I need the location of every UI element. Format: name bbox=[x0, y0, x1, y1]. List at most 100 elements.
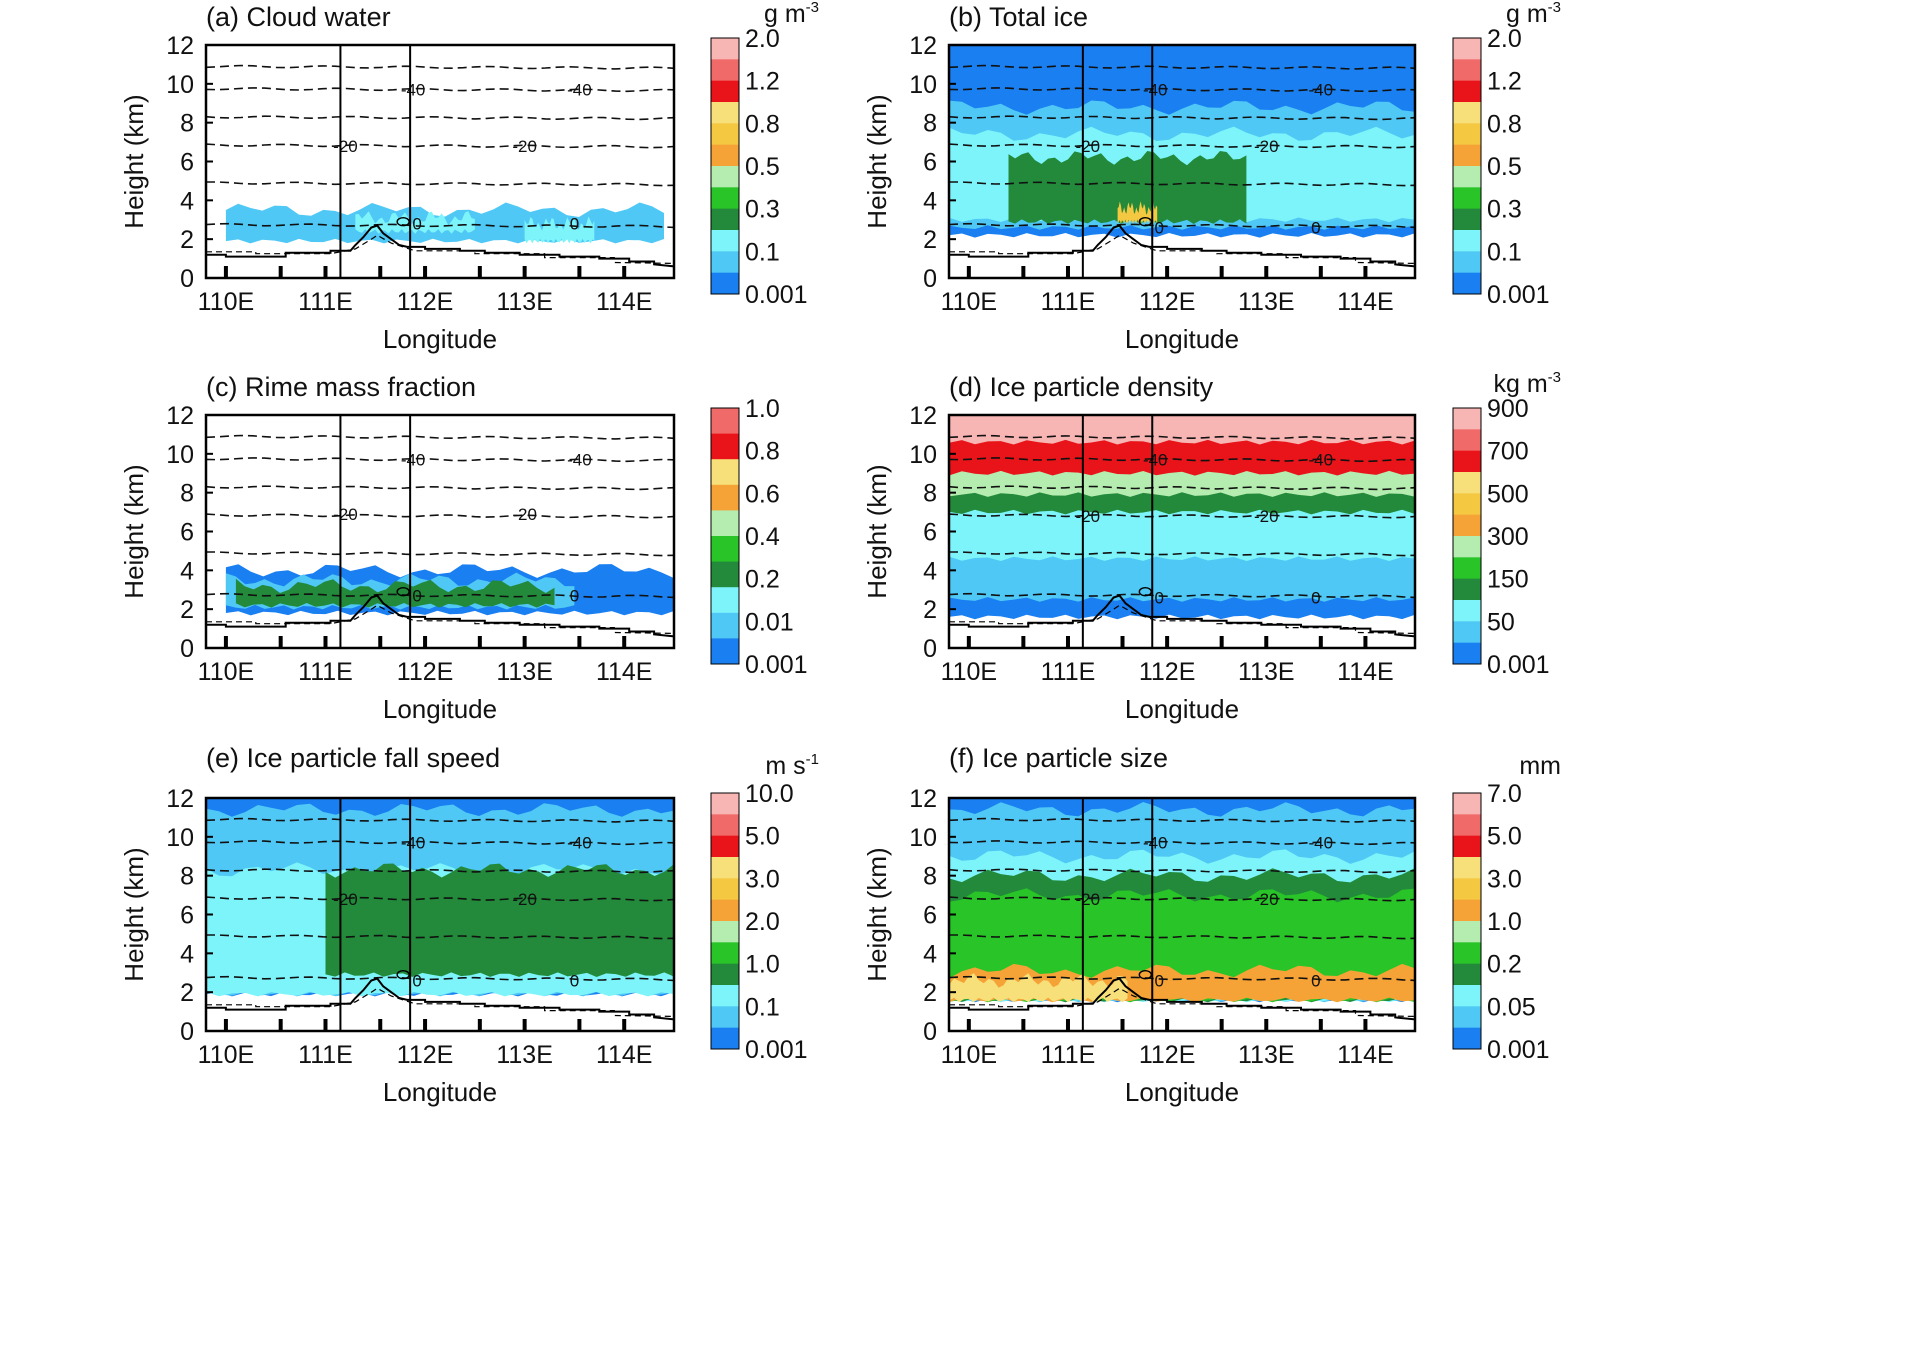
units-base: g m bbox=[764, 0, 806, 28]
isotherm-line bbox=[206, 115, 674, 121]
colorbar: 1.0 0.8 0.6 0.4 0.2 0.01 0.001 bbox=[710, 395, 808, 679]
terrain-line bbox=[949, 224, 1415, 268]
isotherm-label: 0 bbox=[1311, 219, 1320, 238]
isotherm-label: 0 bbox=[1154, 589, 1163, 608]
colorbar-swatch bbox=[711, 985, 739, 1007]
colorbar-swatch bbox=[711, 187, 739, 210]
y-tick-label: 12 bbox=[166, 402, 194, 430]
colorbar-units: mm bbox=[1519, 752, 1561, 780]
y-tick-label: 10 bbox=[909, 824, 937, 852]
isotherm-line bbox=[949, 934, 1415, 940]
colorbar-swatch bbox=[1453, 793, 1481, 815]
colorbar-swatch bbox=[1453, 557, 1481, 580]
colorbar-tick-label: 1.2 bbox=[1487, 68, 1522, 96]
x-tick-label: 114E bbox=[1337, 288, 1394, 316]
terrain-line bbox=[206, 594, 674, 638]
y-tick-label: 4 bbox=[180, 187, 194, 215]
isotherm-label: 0 bbox=[570, 587, 579, 606]
y-tick-label: 2 bbox=[923, 979, 937, 1007]
colorbar-swatch bbox=[711, 459, 739, 486]
colorbar-swatch bbox=[1453, 600, 1481, 622]
y-tick-label: 0 bbox=[180, 635, 194, 663]
isotherm-label: 0 bbox=[412, 215, 421, 234]
isotherm-label: -40 bbox=[1143, 834, 1168, 853]
colorbar-swatch bbox=[711, 1006, 739, 1029]
plot-area: 0 0 -20 -20 -40 -40 bbox=[206, 434, 674, 638]
station-tick bbox=[1120, 636, 1125, 648]
plot-area: 0 0 -20 -20 -40 -40 bbox=[949, 45, 1415, 268]
colorbar-swatch bbox=[1453, 123, 1481, 146]
isotherm-line bbox=[949, 817, 1415, 823]
colorbar-frame bbox=[1452, 37, 1482, 295]
x-tick-label: 114E bbox=[1337, 658, 1394, 686]
colorbar-units: g m-3 bbox=[1506, 0, 1561, 28]
y-tick-label: 12 bbox=[909, 402, 937, 430]
y-tick-label: 0 bbox=[923, 265, 937, 293]
colorbar-tick-label: 0.001 bbox=[745, 651, 808, 679]
isotherm-line bbox=[206, 143, 674, 149]
y-tick-label: 6 bbox=[923, 519, 937, 547]
colorbar-tick-label: 3.0 bbox=[745, 865, 780, 893]
terrain-line bbox=[949, 234, 1415, 264]
colorbar-tick-label: 0.3 bbox=[1487, 196, 1522, 224]
y-tick-label: 4 bbox=[180, 557, 194, 585]
plot-area: 0 0 -20 -20 -40 -40 bbox=[206, 798, 674, 1021]
colorbar-frame bbox=[1452, 407, 1482, 665]
isotherm-label: -20 bbox=[1076, 137, 1101, 156]
isotherm-label: -20 bbox=[1254, 890, 1279, 909]
panel-b: (b) Total ice 0 0 -20 -20 -40 -40 0 2 4 6 8 10 12 110E… bbox=[862, 0, 1561, 354]
colorbar-tick-label: 0.8 bbox=[745, 438, 780, 466]
isotherm-label: 0 bbox=[1154, 972, 1163, 991]
panel-title: (e) Ice particle fall speed bbox=[206, 743, 500, 773]
isotherm-label: -20 bbox=[333, 137, 358, 156]
x-tick-label: 114E bbox=[596, 288, 653, 316]
colorbar-frame bbox=[710, 37, 740, 295]
colorbar-swatch bbox=[1453, 493, 1481, 516]
station-tick bbox=[1318, 636, 1323, 648]
colorbar-tick-label: 7.0 bbox=[1487, 780, 1522, 808]
x-axis-label: Longitude bbox=[383, 324, 497, 354]
x-tick-label: 112E bbox=[397, 658, 454, 686]
contour-band bbox=[325, 863, 674, 977]
y-tick-label: 10 bbox=[166, 441, 194, 469]
panel-c: (c) Rime mass fraction 0 0 -20 -20 -40 -40 0 2 4 6… bbox=[119, 372, 808, 724]
x-axis-label: Longitude bbox=[1125, 324, 1239, 354]
colorbar-tick-label: 0.6 bbox=[745, 480, 780, 508]
x-tick-label: 110E bbox=[941, 1041, 998, 1069]
y-axis-label: Height (km) bbox=[862, 94, 892, 228]
isotherm-line bbox=[949, 115, 1415, 121]
isotherm-line bbox=[949, 896, 1415, 902]
x-axis-label: Longitude bbox=[1125, 694, 1239, 724]
station-tick bbox=[477, 266, 482, 278]
colorbar-swatch bbox=[711, 433, 739, 460]
colorbar: 7.0 5.0 3.0 1.0 0.2 0.05 0.001 mm bbox=[1452, 752, 1561, 1064]
station-tick bbox=[378, 266, 383, 278]
y-axis-label: Height (km) bbox=[862, 847, 892, 981]
colorbar-tick-label: 2.0 bbox=[1487, 25, 1522, 53]
colorbar-units: kg m-3 bbox=[1493, 369, 1561, 398]
colorbar-tick-label: 0.8 bbox=[1487, 110, 1522, 138]
units-exponent: -3 bbox=[1548, 369, 1561, 386]
contour-band bbox=[355, 211, 475, 234]
colorbar-swatch bbox=[1453, 429, 1481, 452]
colorbar-swatch bbox=[1453, 921, 1481, 943]
isotherm-label: -20 bbox=[1254, 507, 1279, 526]
y-tick-label: 0 bbox=[923, 635, 937, 663]
plot-area: 0 0 -20 -20 -40 -40 bbox=[949, 415, 1415, 638]
isotherm-label: 0 bbox=[412, 972, 421, 991]
station-tick bbox=[1021, 1019, 1026, 1031]
x-tick-label: 114E bbox=[596, 1041, 653, 1069]
y-tick-label: 4 bbox=[923, 940, 937, 968]
colorbar-swatch bbox=[1453, 450, 1481, 473]
x-axis-label: Longitude bbox=[383, 1077, 497, 1107]
y-tick-label: 2 bbox=[180, 226, 194, 254]
isotherm-line bbox=[949, 551, 1415, 557]
y-tick-label: 6 bbox=[180, 149, 194, 177]
station-tick bbox=[1120, 266, 1125, 278]
x-tick-label: 114E bbox=[1337, 1041, 1394, 1069]
isotherm-label: -20 bbox=[512, 137, 537, 156]
y-tick-label: 2 bbox=[923, 596, 937, 624]
y-tick-label: 0 bbox=[180, 1018, 194, 1046]
colorbar-swatch bbox=[1453, 38, 1481, 60]
isotherm-label: 0 bbox=[1311, 589, 1320, 608]
